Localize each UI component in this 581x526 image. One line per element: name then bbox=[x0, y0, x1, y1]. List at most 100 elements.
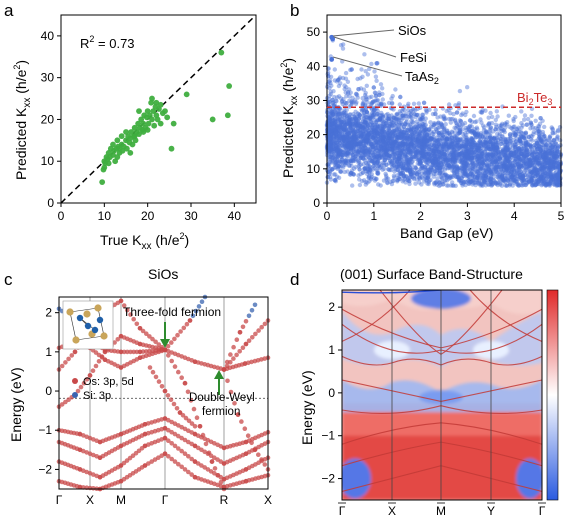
data-point bbox=[511, 137, 516, 143]
data-point bbox=[486, 122, 492, 127]
data-point bbox=[400, 159, 405, 164]
data-point bbox=[338, 131, 343, 137]
data-point bbox=[414, 127, 419, 132]
data-point bbox=[338, 169, 343, 174]
data-point bbox=[412, 149, 418, 155]
data-point bbox=[397, 169, 402, 174]
data-point bbox=[385, 138, 390, 144]
data-point bbox=[380, 86, 385, 91]
data-point bbox=[495, 136, 500, 141]
data-point bbox=[391, 120, 396, 125]
data-point bbox=[425, 181, 430, 186]
data-point bbox=[459, 155, 465, 161]
data-point bbox=[448, 141, 453, 147]
data-point bbox=[382, 152, 387, 157]
data-point bbox=[336, 150, 341, 156]
data-point bbox=[328, 146, 333, 151]
data-point bbox=[367, 150, 372, 155]
data-point bbox=[332, 148, 337, 154]
data-point bbox=[339, 125, 345, 130]
data-point bbox=[462, 171, 468, 177]
data-point bbox=[392, 175, 397, 180]
data-point bbox=[416, 157, 421, 162]
data-point bbox=[495, 142, 500, 148]
data-point bbox=[382, 124, 387, 129]
data-point bbox=[494, 109, 499, 114]
data-point bbox=[354, 121, 359, 126]
data-point bbox=[478, 166, 483, 171]
data-point bbox=[534, 151, 539, 156]
data-point bbox=[392, 145, 397, 150]
data-point bbox=[538, 166, 544, 171]
data-point bbox=[380, 91, 385, 97]
data-point bbox=[439, 164, 445, 170]
data-point bbox=[413, 164, 418, 170]
data-point bbox=[447, 156, 453, 161]
data-point bbox=[352, 132, 358, 137]
data-point bbox=[544, 181, 549, 187]
data-point bbox=[538, 174, 544, 180]
data-point bbox=[464, 153, 470, 158]
data-point bbox=[473, 163, 478, 168]
data-point bbox=[504, 148, 510, 153]
data-point bbox=[552, 178, 557, 183]
data-point bbox=[427, 169, 433, 174]
data-point bbox=[386, 141, 391, 146]
data-point bbox=[540, 153, 545, 158]
data-point bbox=[537, 133, 543, 139]
data-point bbox=[470, 145, 475, 150]
data-point bbox=[492, 167, 497, 172]
data-point bbox=[487, 129, 492, 134]
data-point bbox=[540, 132, 546, 137]
data-point bbox=[363, 152, 369, 157]
data-point bbox=[341, 42, 346, 47]
data-point bbox=[529, 178, 534, 184]
data-point bbox=[110, 141, 116, 148]
data-point bbox=[391, 115, 397, 121]
scatter-points-a bbox=[99, 49, 233, 186]
data-point bbox=[516, 125, 521, 130]
data-point bbox=[331, 130, 336, 135]
data-point bbox=[390, 141, 396, 146]
data-point bbox=[123, 145, 130, 152]
data-point bbox=[543, 136, 548, 142]
data-point bbox=[435, 162, 440, 168]
data-point bbox=[385, 116, 390, 121]
data-point bbox=[331, 152, 336, 157]
data-point bbox=[328, 122, 333, 127]
data-point bbox=[488, 176, 494, 181]
data-point bbox=[534, 172, 539, 177]
data-point bbox=[530, 165, 536, 170]
data-point bbox=[409, 149, 414, 154]
data-point bbox=[450, 142, 455, 147]
data-point bbox=[458, 129, 463, 134]
data-point bbox=[392, 130, 397, 136]
data-point bbox=[367, 155, 373, 161]
data-point bbox=[333, 172, 338, 177]
data-point bbox=[494, 174, 500, 180]
data-point bbox=[479, 120, 484, 125]
data-point bbox=[519, 125, 524, 130]
data-point bbox=[420, 112, 426, 118]
data-point bbox=[444, 137, 449, 142]
data-point bbox=[430, 145, 436, 150]
data-point bbox=[450, 174, 455, 180]
data-point bbox=[464, 171, 469, 176]
data-point bbox=[545, 156, 551, 162]
data-point bbox=[409, 155, 414, 160]
data-point bbox=[390, 129, 395, 135]
data-point bbox=[478, 153, 484, 159]
data-point bbox=[381, 138, 386, 144]
data-point bbox=[490, 114, 495, 120]
data-point bbox=[469, 119, 475, 125]
data-point bbox=[351, 134, 356, 139]
data-point bbox=[501, 152, 506, 158]
data-point bbox=[477, 160, 483, 165]
data-point bbox=[461, 148, 466, 154]
data-point bbox=[468, 141, 474, 146]
data-point bbox=[430, 163, 435, 168]
data-point bbox=[479, 109, 485, 115]
data-point bbox=[367, 148, 373, 154]
data-point bbox=[331, 120, 336, 126]
data-point bbox=[531, 132, 536, 137]
